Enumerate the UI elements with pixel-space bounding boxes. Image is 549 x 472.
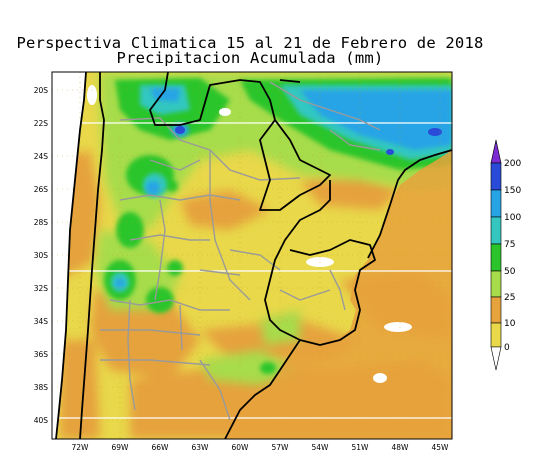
lat-label-32s: 32S	[34, 284, 49, 293]
map-title: Perspectiva Climatica 15 al 21 de Febrer…	[16, 34, 484, 52]
legend-label-75: 75	[504, 240, 515, 250]
map-subtitle: Precipitacion Acumulada (mm)	[116, 49, 384, 67]
legend-labels: 200 150 100 75 50 25 10 0	[504, 159, 521, 353]
lon-label-54w: 54W	[312, 443, 330, 452]
legend-swatch-100	[490, 189, 502, 218]
province-boundaries	[100, 81, 381, 421]
lat-label-38s: 38S	[34, 383, 49, 392]
legend-swatch-0	[490, 322, 502, 348]
lat-label-28s: 28S	[34, 218, 49, 227]
legend-underflow-arrow	[490, 346, 502, 371]
legend-swatch-50	[490, 243, 502, 272]
lat-label-26s: 26S	[34, 185, 49, 194]
lon-label-57w: 57W	[272, 443, 290, 452]
lon-label-48w: 48W	[392, 443, 410, 452]
precip-darkblue-zones	[175, 126, 442, 155]
legend-swatch-75	[490, 216, 502, 245]
map-frame	[51, 71, 453, 440]
lon-label-51w: 51W	[352, 443, 370, 452]
legend-swatch-10	[490, 296, 502, 324]
legend-label-50: 50	[504, 267, 516, 277]
precip-blue-zones	[115, 88, 452, 288]
legend-label-200: 200	[504, 159, 521, 169]
lat-label-40s: 40S	[34, 416, 49, 425]
lat-label-34s: 34S	[34, 317, 49, 326]
lon-label-69w: 69W	[112, 443, 130, 452]
lat-label-30s: 30S	[34, 251, 49, 260]
legend-overflow-arrow	[490, 139, 502, 164]
lat-label-22s: 22S	[34, 119, 49, 128]
pacific-ocean	[52, 72, 86, 439]
lat-label-36s: 36S	[34, 350, 49, 359]
lon-label-63w: 63W	[192, 443, 210, 452]
lat-label-20s: 20S	[34, 86, 49, 95]
lon-label-45w: 45W	[432, 443, 450, 452]
atlantic-ocean	[225, 150, 452, 439]
lon-label-72w: 72W	[72, 443, 90, 452]
country-borders	[55, 72, 452, 439]
legend-label-0: 0	[504, 343, 510, 353]
legend-label-25: 25	[504, 293, 515, 303]
lon-label-60w: 60W	[232, 443, 250, 452]
color-legend: 200 150 100 75 50 25 10 0	[490, 139, 521, 371]
longitude-labels: 72W 69W 66W 63W 60W 57W 54W 51W 48W 45W	[72, 443, 450, 452]
legend-label-150: 150	[504, 186, 521, 196]
latitude-labels: 20S 22S 24S 26S 28S 30S 32S 34S 36S 38S …	[34, 86, 49, 425]
lat-label-24s: 24S	[34, 152, 49, 161]
legend-swatch-150	[490, 162, 502, 191]
legend-swatch-25	[490, 270, 502, 298]
legend-label-100: 100	[504, 213, 521, 223]
lon-label-66w: 66W	[152, 443, 170, 452]
legend-label-10: 10	[504, 319, 516, 329]
